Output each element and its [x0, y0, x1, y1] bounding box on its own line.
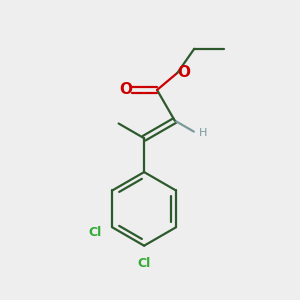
Text: O: O [177, 65, 190, 80]
Text: H: H [199, 128, 208, 138]
Text: Cl: Cl [137, 257, 151, 271]
Text: O: O [119, 82, 132, 97]
Text: Cl: Cl [88, 226, 102, 239]
